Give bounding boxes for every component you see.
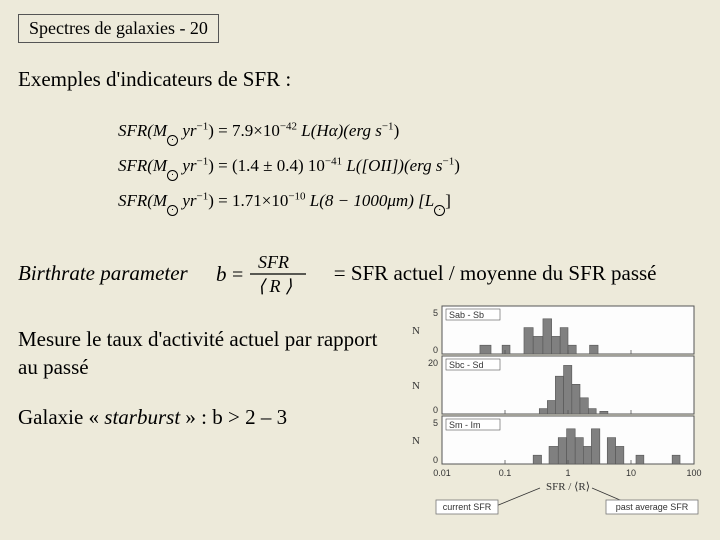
svg-text:Sab - Sb: Sab - Sb — [449, 310, 484, 320]
svg-text:Sbc - Sd: Sbc - Sd — [449, 360, 484, 370]
birthrate-label: Birthrate parameter — [18, 261, 188, 286]
svg-text:=: = — [232, 264, 243, 286]
svg-text:0.01: 0.01 — [433, 468, 451, 478]
slide-title: Spectres de galaxies - 20 — [29, 18, 208, 38]
svg-text:100: 100 — [686, 468, 701, 478]
para-1: Mesure le taux d'activité actuel par rap… — [18, 325, 388, 382]
svg-text:5: 5 — [433, 308, 438, 318]
svg-text:Sm - Im: Sm - Im — [449, 420, 481, 430]
svg-text:SFR / ⟨R⟩: SFR / ⟨R⟩ — [546, 481, 590, 493]
histogram-figure: N 5 0 Sab - Sb N 20 0 Sbc - Sd N 5 0 Sm - Im 0.01 0.1… — [396, 302, 702, 524]
svg-text:5: 5 — [433, 418, 438, 428]
sfr-equations: SFR(M· yr−1) = 7.9×10−42 L(Hα)(erg s−1) … — [118, 114, 702, 219]
svg-text:10: 10 — [626, 468, 636, 478]
svg-text:0: 0 — [433, 455, 438, 465]
svg-text:0: 0 — [433, 345, 438, 355]
svg-text:current SFR: current SFR — [443, 502, 492, 512]
para-2: Galaxie « starburst » : b > 2 – 3 — [18, 403, 388, 431]
svg-text:N: N — [412, 435, 420, 447]
equation-3: SFR(M· yr−1) = 1.71×10−10 L(8 − 1000μm) … — [118, 184, 702, 219]
birthrate-formula: b = SFR ⟨ R ⟩ — [214, 251, 310, 297]
svg-text:⟨ R ⟩: ⟨ R ⟩ — [258, 276, 292, 296]
equation-2: SFR(M· yr−1) = (1.4 ± 0.4) 10−41 L([OII]… — [118, 149, 702, 184]
birthrate-row: Birthrate parameter b = SFR ⟨ R ⟩ = SFR … — [18, 251, 702, 297]
svg-text:N: N — [412, 325, 420, 337]
svg-text:0: 0 — [433, 405, 438, 415]
section-heading: Exemples d'indicateurs de SFR : — [18, 67, 702, 92]
svg-text:N: N — [412, 380, 420, 392]
svg-text:1: 1 — [565, 468, 570, 478]
svg-text:past average SFR: past average SFR — [616, 502, 689, 512]
slide-title-box: Spectres de galaxies - 20 — [18, 14, 219, 43]
body-paragraphs: Mesure le taux d'activité actuel par rap… — [18, 325, 388, 432]
birthrate-explain: = SFR actuel / moyenne du SFR passé — [334, 261, 657, 286]
svg-text:b: b — [216, 262, 227, 286]
svg-text:SFR: SFR — [258, 252, 289, 272]
equation-1: SFR(M· yr−1) = 7.9×10−42 L(Hα)(erg s−1) — [118, 114, 702, 149]
svg-text:20: 20 — [428, 358, 438, 368]
svg-text:0.1: 0.1 — [499, 468, 512, 478]
